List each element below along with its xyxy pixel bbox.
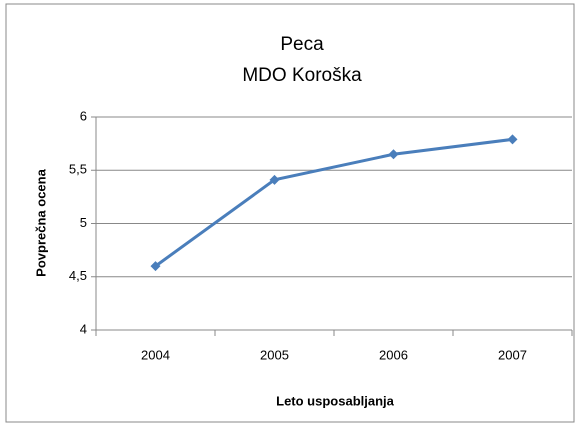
y-axis-title: Povprečna ocena xyxy=(33,168,48,276)
marker xyxy=(150,261,161,272)
x-tick-label: 2006 xyxy=(379,347,408,362)
chart-title: Peca xyxy=(280,34,324,55)
y-tick-label: 5 xyxy=(80,215,87,230)
marker xyxy=(507,134,518,145)
x-axis-title: Leto usposabljanja xyxy=(276,393,395,408)
x-tick-label: 2005 xyxy=(260,347,289,362)
chart-subtitle: MDO Koroška xyxy=(242,65,362,86)
y-tick-label: 5,5 xyxy=(69,162,87,177)
y-tick-label: 4,5 xyxy=(69,268,87,283)
line-series xyxy=(154,137,513,268)
marker xyxy=(388,149,399,160)
x-tick-label: 2007 xyxy=(498,347,527,362)
chart-frame xyxy=(5,3,575,423)
y-tick-label: 6 xyxy=(80,108,87,123)
y-tick-label: 4 xyxy=(80,321,87,336)
marker xyxy=(269,174,280,185)
x-tick-label: 2004 xyxy=(141,347,170,362)
